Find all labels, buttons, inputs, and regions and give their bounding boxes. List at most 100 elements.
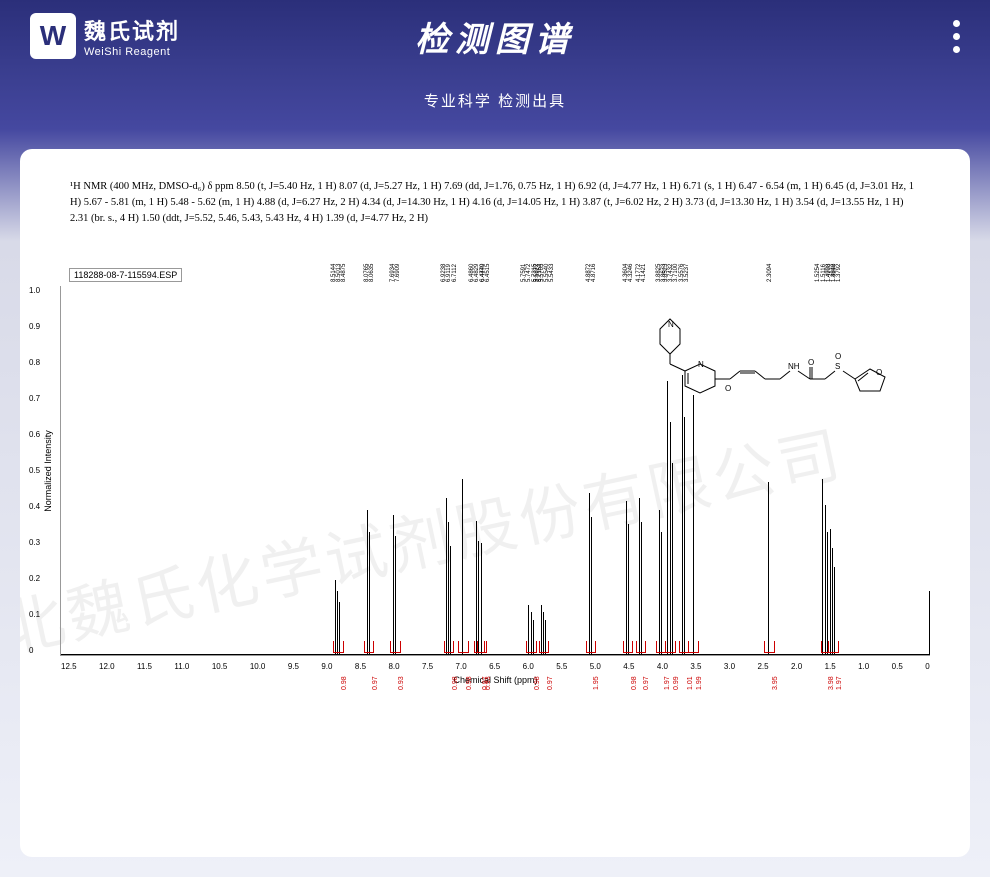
x-tick: 11.0 xyxy=(174,662,189,671)
x-tick: 11.5 xyxy=(137,662,152,671)
peak xyxy=(672,463,673,655)
peak-label: 8.4875 xyxy=(341,264,347,282)
peak xyxy=(682,375,683,655)
x-tick: 3.5 xyxy=(690,662,701,671)
peak xyxy=(448,522,449,655)
peak-label: 7.6909 xyxy=(395,264,401,282)
integral-bracket xyxy=(688,641,698,653)
peak xyxy=(462,479,463,655)
y-tick: 0.9 xyxy=(29,322,40,331)
integral-value: 1.01 xyxy=(687,677,694,691)
y-tick: 0.3 xyxy=(29,538,40,547)
integral-value: 0.97 xyxy=(643,677,650,691)
peak xyxy=(659,510,660,656)
integral-value: 1.97 xyxy=(664,677,671,691)
y-tick: 0.8 xyxy=(29,358,40,367)
integral-bracket xyxy=(636,641,646,653)
integral-bracket xyxy=(444,641,454,653)
peak xyxy=(478,541,479,655)
baseline xyxy=(61,654,930,655)
peak xyxy=(830,529,831,655)
integral-bracket xyxy=(623,641,633,653)
integral-value: 0.98 xyxy=(534,677,541,691)
integral-bracket xyxy=(526,641,536,653)
integral-value: 0.99 xyxy=(673,677,680,691)
x-tick: 9.5 xyxy=(288,662,299,671)
y-tick: 0 xyxy=(29,646,40,655)
subtitle: 专业科学 检测出具 xyxy=(0,72,990,129)
integral-value: 1.95 xyxy=(593,677,600,691)
integral-value: 0.93 xyxy=(485,677,492,691)
peak xyxy=(827,532,828,655)
peak xyxy=(825,505,826,655)
x-tick: 4.5 xyxy=(623,662,634,671)
peak xyxy=(367,510,368,656)
integral-value: 0.97 xyxy=(372,677,379,691)
header-bar: W 魏氏试剂 WeiShi Reagent 检测图谱 xyxy=(0,0,990,72)
spectrum-id: 118288-08-7-115594.ESP xyxy=(69,268,182,282)
peak xyxy=(450,546,451,656)
integral-bracket xyxy=(764,641,774,653)
x-tick: 7.0 xyxy=(456,662,467,671)
x-tick: 2.5 xyxy=(757,662,768,671)
x-tick: 0.5 xyxy=(892,662,903,671)
logo-cn: 魏氏试剂 xyxy=(84,14,180,46)
peak xyxy=(393,515,394,655)
x-tick: 0 xyxy=(925,662,929,671)
integral-bracket xyxy=(458,641,468,653)
peak-label: 5.5433 xyxy=(549,264,555,282)
peak-label: 4.3246 xyxy=(628,264,634,282)
integral-bracket xyxy=(539,641,549,653)
x-tick: 1.0 xyxy=(858,662,869,671)
peak-label: 4.1421 xyxy=(641,264,647,282)
integral-value: 0.98 xyxy=(631,677,638,691)
peak xyxy=(667,381,668,655)
x-tick: 9.0 xyxy=(321,662,332,671)
y-tick: 0.5 xyxy=(29,466,40,475)
peak xyxy=(369,532,370,656)
peak-label: 3.5237 xyxy=(684,264,690,282)
peak xyxy=(684,417,685,655)
x-tick: 8.0 xyxy=(388,662,399,671)
logo: W 魏氏试剂 WeiShi Reagent xyxy=(30,13,180,59)
menu-dots-icon[interactable] xyxy=(953,20,960,53)
integral-bracket xyxy=(333,641,343,653)
peak-label: 6.7112 xyxy=(452,264,458,282)
integral-value: 3.98 xyxy=(828,677,835,691)
integral-value: 0.93 xyxy=(398,677,405,691)
integral-value: 1.99 xyxy=(696,677,703,691)
x-tick: 3.0 xyxy=(724,662,735,671)
x-tick: 10.0 xyxy=(250,662,266,671)
peak-label: 1.3792 xyxy=(836,264,842,282)
peak xyxy=(481,543,482,655)
logo-en: WeiShi Reagent xyxy=(84,46,180,58)
peak xyxy=(589,493,590,655)
x-tick: 6.5 xyxy=(489,662,500,671)
x-tick: 6.0 xyxy=(523,662,534,671)
integral-value: 0.98 xyxy=(341,677,348,691)
peak xyxy=(395,536,396,655)
peak xyxy=(661,532,662,656)
integral-bracket xyxy=(586,641,596,653)
peak-label: 8.0635 xyxy=(369,264,375,282)
peak xyxy=(446,498,447,655)
peak xyxy=(639,498,640,655)
peak xyxy=(628,524,629,655)
y-tick: 0.2 xyxy=(29,574,40,583)
x-tick: 7.5 xyxy=(422,662,433,671)
peak xyxy=(670,422,671,655)
logo-text: 魏氏试剂 WeiShi Reagent xyxy=(84,14,180,58)
report-card: 湖北魏氏化学试剂股份有限公司 ¹H NMR (400 MHz, DMSO-d₆)… xyxy=(20,149,970,857)
peak xyxy=(832,548,833,655)
integral-value: 0.98 xyxy=(452,677,459,691)
integral-bracket xyxy=(477,641,487,653)
peak xyxy=(626,501,627,655)
integral-value: 3.95 xyxy=(772,677,779,691)
peak-label: 6.4440 xyxy=(480,264,486,282)
y-tick: 0.6 xyxy=(29,430,40,439)
x-axis: 12.512.011.511.010.510.09.59.08.58.07.57… xyxy=(61,662,930,671)
peak xyxy=(591,517,592,655)
integral-bracket xyxy=(665,641,675,653)
x-tick: 8.5 xyxy=(355,662,366,671)
x-tick: 5.0 xyxy=(590,662,601,671)
